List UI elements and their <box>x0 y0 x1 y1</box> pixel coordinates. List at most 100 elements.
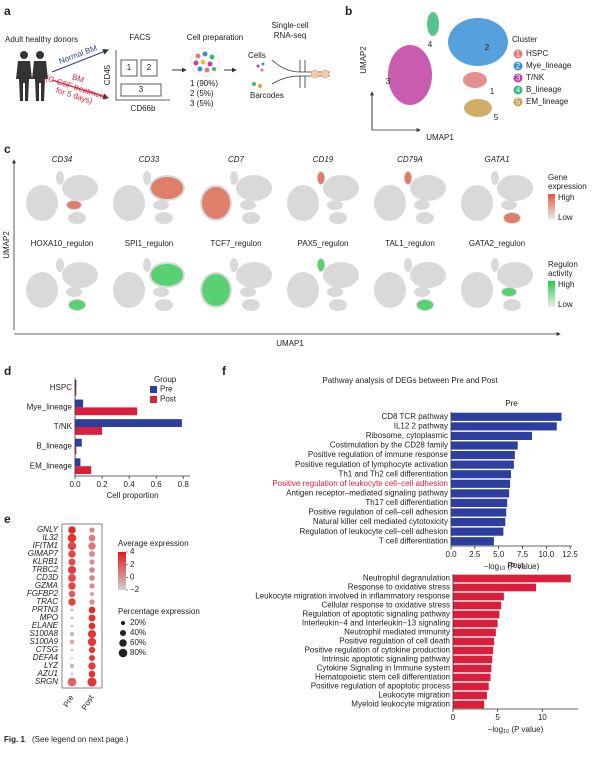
bar <box>75 446 77 455</box>
umap-small <box>374 258 446 311</box>
axis-label: UMAP1 <box>276 339 304 348</box>
silhouettes <box>16 51 48 101</box>
y-tick-label: Positive regulation of lymphocyte activa… <box>295 460 448 469</box>
bar <box>453 574 571 583</box>
dot <box>68 558 76 566</box>
legend-id: 3 <box>516 74 521 83</box>
legend-bar <box>118 552 126 590</box>
y-tick-label: Hematopoietic stem cell differentiation <box>315 673 450 682</box>
arrow-bm <box>51 79 109 100</box>
dot <box>68 526 76 534</box>
normal-bm: Normal BM <box>58 43 99 66</box>
bar <box>453 583 537 592</box>
feature-label: TAL1_regulon <box>385 239 435 248</box>
droplet-device <box>252 59 330 88</box>
legend-tick-label: −2 <box>130 585 140 594</box>
y-tick-label: IL12 2 pathway <box>394 421 448 430</box>
y-tick-label: Positive regulation of cell–cell adhesio… <box>308 508 448 517</box>
legend-title: Average expression <box>118 539 189 548</box>
gene-label: CTSG <box>36 645 58 654</box>
bar <box>451 489 510 498</box>
cluster-cells <box>448 18 508 66</box>
feature-label: CD79A <box>397 155 423 164</box>
legend-tick-label: 2 <box>130 560 135 569</box>
gene-label: PRTN3 <box>32 605 59 614</box>
y-tick-label: Leukocyte migration involved in inflamma… <box>255 592 450 601</box>
feature-highlight <box>504 213 520 223</box>
dot <box>67 533 77 543</box>
y-tick-label: Ribosome, cytoplasmic <box>366 431 448 440</box>
legend-title: expression <box>548 182 587 191</box>
dot <box>69 639 75 645</box>
gene-label: IFITM1 <box>33 541 58 550</box>
feature-label: CD19 <box>313 155 334 164</box>
panel-label: f <box>222 364 227 378</box>
x-tick-label: 10.0 <box>538 550 554 559</box>
legend-high: High <box>558 280 574 289</box>
fraction: 2 (5%) <box>190 89 214 98</box>
bar <box>453 691 487 700</box>
gene-label: KLRB1 <box>33 557 58 566</box>
bar <box>75 379 77 388</box>
bar <box>75 458 81 467</box>
y-tick-label: Cytokine Signaling in Immune system <box>317 664 451 673</box>
panel-f-title: Pathway analysis of DEGs between Pre and… <box>322 376 498 385</box>
x-tick-label: 0.0 <box>69 480 81 489</box>
gene-label: TRBC2 <box>32 565 59 574</box>
bar <box>451 479 511 488</box>
bar <box>453 673 491 682</box>
facs-axes <box>115 50 170 101</box>
x-tick-label: 0.4 <box>124 480 136 489</box>
dot <box>88 654 96 662</box>
panel-label: a <box>4 4 11 18</box>
gene-label: S100A9 <box>30 637 59 646</box>
feature-highlight <box>151 264 183 286</box>
feature-highlight <box>67 201 81 209</box>
x-axis-label-sub: 10 <box>503 729 509 735</box>
gene-label: TRAC <box>36 597 58 606</box>
legend-bar <box>548 194 555 220</box>
feature-highlight <box>202 187 230 219</box>
legend-dot <box>119 629 127 637</box>
dot <box>88 662 96 670</box>
y-tick-label: Natural killer cell mediated cytotoxicit… <box>313 517 448 526</box>
gate <box>140 59 158 77</box>
cluster-cells <box>427 12 439 36</box>
bar <box>75 387 77 396</box>
feature-highlight <box>69 300 85 310</box>
dot <box>87 629 97 639</box>
dot <box>68 574 76 582</box>
legend-id: 1 <box>516 50 521 59</box>
gene-label: S100A8 <box>30 629 59 638</box>
panel-label: d <box>4 364 11 378</box>
bar <box>451 412 562 421</box>
bar <box>451 498 508 507</box>
legend-label: EM_lineage <box>526 97 569 106</box>
x-axis-label-sub: 10 <box>499 566 505 572</box>
dot <box>89 575 95 581</box>
dot <box>89 527 95 533</box>
x-tick-label: 10 <box>538 713 547 722</box>
x-tick-label: 0.8 <box>178 480 190 489</box>
feature-highlight <box>202 274 230 306</box>
x-axis-label-part: (P value) <box>505 562 539 571</box>
caption-text: (See legend on next page.) <box>32 735 129 744</box>
barcodes-label: Barcodes <box>250 91 284 100</box>
dot <box>87 677 97 687</box>
legend-swatch <box>513 49 523 59</box>
gene-label: DEFA4 <box>33 653 59 662</box>
dot <box>90 592 94 596</box>
dot <box>67 541 77 551</box>
x-axis-label-part: −log <box>484 562 499 571</box>
seq-label: Single-cell <box>272 21 309 30</box>
y-tick-label: Positive regulation of cytokine producti… <box>305 646 450 655</box>
dot <box>67 677 77 687</box>
dot <box>88 542 96 550</box>
bar <box>453 628 496 637</box>
legend-dot <box>118 648 128 658</box>
gate-label: 3 <box>139 85 144 94</box>
caption-label: Fig. 1 <box>4 735 25 744</box>
bar <box>451 527 504 536</box>
dot <box>70 608 74 612</box>
cluster-id: 3 <box>386 77 391 86</box>
